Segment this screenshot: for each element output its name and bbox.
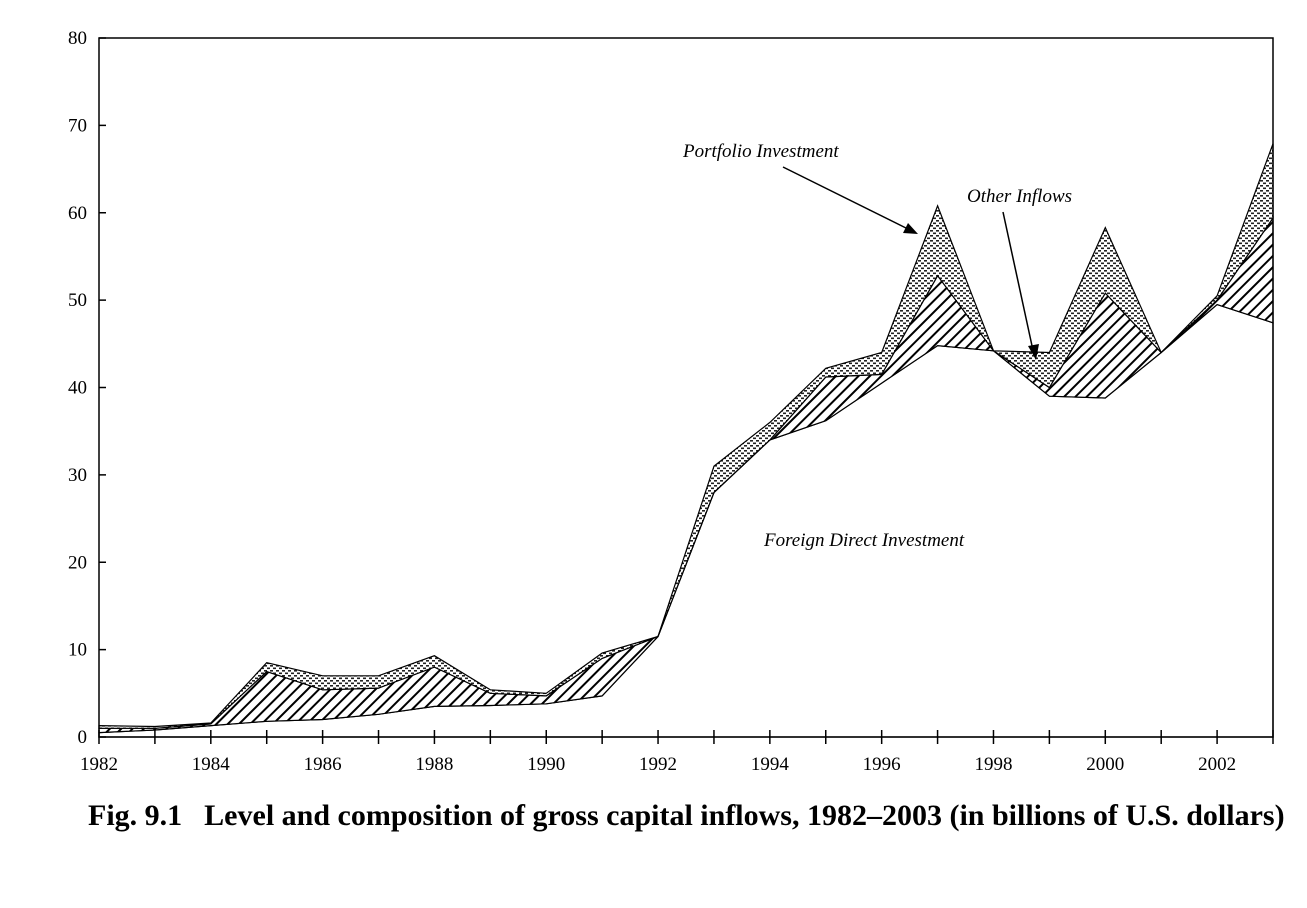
annotations: Portfolio Investment Other Inflows Forei… — [682, 141, 1072, 551]
y-tick-label: 50 — [68, 290, 87, 311]
annotation-fdi: Foreign Direct Investment — [763, 530, 965, 551]
y-tick-label: 10 — [68, 640, 87, 661]
x-tick-label: 1986 — [304, 754, 342, 775]
annotation-other-inflows: Other Inflows — [967, 186, 1072, 207]
x-tick-label: 1998 — [974, 754, 1012, 775]
arrowhead-portfolio — [903, 223, 918, 234]
y-tick-label: 40 — [68, 378, 87, 399]
x-tick-label: 1982 — [80, 754, 118, 775]
y-tick-label: 0 — [78, 727, 88, 748]
x-tick-label: 2000 — [1086, 754, 1124, 775]
arrowhead-other-inflows — [1028, 344, 1039, 360]
figure-caption-text: Level and composition of gross capital i… — [204, 799, 1285, 832]
arrow-portfolio — [782, 166, 915, 233]
annotation-portfolio: Portfolio Investment — [682, 141, 839, 162]
y-tick-label: 60 — [68, 203, 87, 224]
chart: 0 10 20 30 40 50 60 70 80 1982 1984 1986 1988 1990 199… — [68, 28, 1274, 775]
y-tick-label: 70 — [68, 115, 87, 136]
x-tick-label: 1994 — [751, 754, 790, 775]
ticks: 0 10 20 30 40 50 60 70 80 1982 1984 1986 1988 1990 199… — [68, 28, 1274, 775]
x-tick-label: 1990 — [527, 754, 565, 775]
y-tick-label: 30 — [68, 465, 87, 486]
x-tick-label: 2002 — [1198, 754, 1236, 775]
x-tick-label: 1984 — [192, 754, 231, 775]
figure-number: Fig. 9.1 — [88, 799, 183, 832]
figure-caption: Fig. 9.1 Level and composition of gross c… — [88, 798, 1288, 834]
x-tick-label: 1988 — [415, 754, 453, 775]
x-tick-label: 1996 — [863, 754, 901, 775]
area-layers — [98, 143, 1274, 738]
arrow-other-inflows — [1002, 211, 1035, 356]
x-tick-label: 1992 — [639, 754, 677, 775]
y-tick-label: 20 — [68, 552, 87, 573]
y-tick-label: 80 — [68, 28, 87, 49]
